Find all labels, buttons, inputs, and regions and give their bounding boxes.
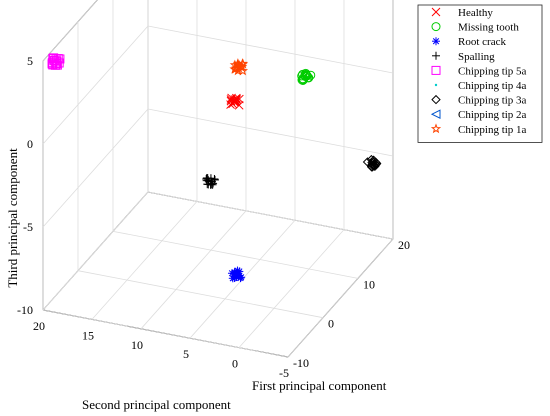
legend-marker bbox=[431, 65, 441, 75]
legend-label: Root crack bbox=[458, 36, 506, 48]
gridline-x-floor bbox=[112, 230, 359, 279]
gridline-z-side bbox=[147, 25, 394, 74]
legend-label: Chipping tip 3a bbox=[458, 95, 527, 107]
legend-label: Chipping tip 4a bbox=[458, 80, 527, 92]
legend-item: Spalling bbox=[432, 51, 495, 63]
x-tick-label: -10 bbox=[293, 356, 309, 370]
data-point bbox=[236, 61, 248, 72]
gridline-y-floor bbox=[287, 238, 394, 358]
series-missing-tooth bbox=[297, 68, 316, 85]
data-point bbox=[368, 155, 379, 165]
data-point bbox=[210, 174, 219, 183]
series-chipping-tip-5a bbox=[47, 53, 65, 70]
legend-item: Healthy bbox=[431, 7, 493, 19]
gridline-y-floor bbox=[91, 201, 198, 320]
x-tick-label: 20 bbox=[398, 238, 410, 252]
legend-item: Chipping tip 4a bbox=[434, 80, 527, 92]
legend-item: Chipping tip 3a bbox=[431, 94, 527, 107]
y-tick-label: 0 bbox=[232, 357, 238, 371]
data-point bbox=[234, 100, 244, 110]
x-tick-label: 0 bbox=[328, 317, 334, 331]
data-point bbox=[233, 269, 242, 278]
gridline-x-floor bbox=[77, 270, 324, 319]
series-chipping-tip-1a bbox=[229, 58, 249, 76]
data-point bbox=[235, 94, 244, 104]
data-point bbox=[226, 96, 236, 106]
grid-lines bbox=[42, 0, 394, 358]
series-healthy bbox=[226, 93, 244, 110]
z-tick-label: 5 bbox=[27, 54, 33, 68]
legend-marker bbox=[432, 37, 440, 46]
legend-item: Root crack bbox=[432, 36, 506, 48]
legend-marker bbox=[431, 7, 441, 17]
legend-marker bbox=[430, 109, 441, 120]
legend-label: Chipping tip 5a bbox=[458, 65, 527, 77]
gridline-z-back bbox=[42, 25, 149, 145]
z-tick-label: -10 bbox=[17, 303, 33, 317]
y-axis-label: Second principal component bbox=[82, 397, 231, 412]
legend-item: Chipping tip 2a bbox=[430, 109, 527, 121]
legend-item: Chipping tip 1a bbox=[430, 123, 527, 136]
legend-label: Missing tooth bbox=[458, 22, 519, 34]
gridline-y-floor bbox=[140, 210, 247, 330]
legend-label: Healthy bbox=[458, 7, 493, 19]
series-chipping-tip-3a bbox=[362, 154, 382, 172]
data-point bbox=[52, 60, 62, 70]
gridline-z-back bbox=[42, 191, 149, 311]
legend-marker bbox=[430, 123, 442, 134]
z-axis-label: Third principal component bbox=[5, 148, 20, 288]
y-tick-label: -5 bbox=[279, 366, 289, 380]
gridline-z-back bbox=[42, 0, 98, 62]
legend-label: Chipping tip 2a bbox=[458, 109, 527, 121]
data-point bbox=[369, 160, 380, 170]
y-tick-label: 15 bbox=[82, 328, 94, 342]
legend-item: Missing tooth bbox=[431, 22, 519, 34]
data-point bbox=[303, 73, 313, 83]
legend-item: Chipping tip 5a bbox=[431, 65, 527, 77]
axis-box-edge bbox=[42, 0, 98, 62]
legend-marker bbox=[432, 51, 440, 60]
y-tick-label: 10 bbox=[131, 338, 143, 352]
legend-marker bbox=[434, 83, 438, 87]
data-point bbox=[306, 70, 316, 80]
legend-label: Spalling bbox=[458, 51, 495, 63]
legend: Healthy Missing tooth Root crack Spalling Ch… bbox=[417, 4, 543, 143]
data-point bbox=[301, 72, 311, 82]
gridline-z-back bbox=[42, 108, 149, 228]
gridline-y-floor bbox=[238, 229, 345, 348]
data-point bbox=[230, 63, 241, 74]
data-point bbox=[204, 176, 213, 185]
data-point bbox=[297, 71, 307, 81]
data-point bbox=[366, 162, 377, 172]
legend-label: Chipping tip 1a bbox=[458, 124, 527, 136]
legend-marker bbox=[431, 22, 441, 32]
z-tick-label: -5 bbox=[23, 220, 33, 234]
gridline-x-floor bbox=[42, 309, 289, 358]
series-root-crack bbox=[227, 266, 246, 283]
data-point bbox=[228, 274, 237, 283]
data-point bbox=[227, 93, 236, 103]
x-tick-label: 10 bbox=[363, 277, 375, 291]
legend-marker bbox=[431, 94, 441, 105]
gridline-z-side bbox=[147, 108, 394, 157]
data-point bbox=[227, 269, 236, 278]
x-axis-label: First principal component bbox=[252, 378, 387, 393]
data-points bbox=[47, 53, 382, 283]
legend-box bbox=[417, 4, 543, 143]
gridline-z-side bbox=[147, 191, 394, 240]
y-tick-label: 20 bbox=[33, 319, 45, 333]
z-tick-label: 0 bbox=[27, 137, 33, 151]
y-tick-label: 5 bbox=[183, 347, 189, 361]
series-spalling bbox=[202, 173, 219, 189]
data-point bbox=[232, 95, 241, 105]
